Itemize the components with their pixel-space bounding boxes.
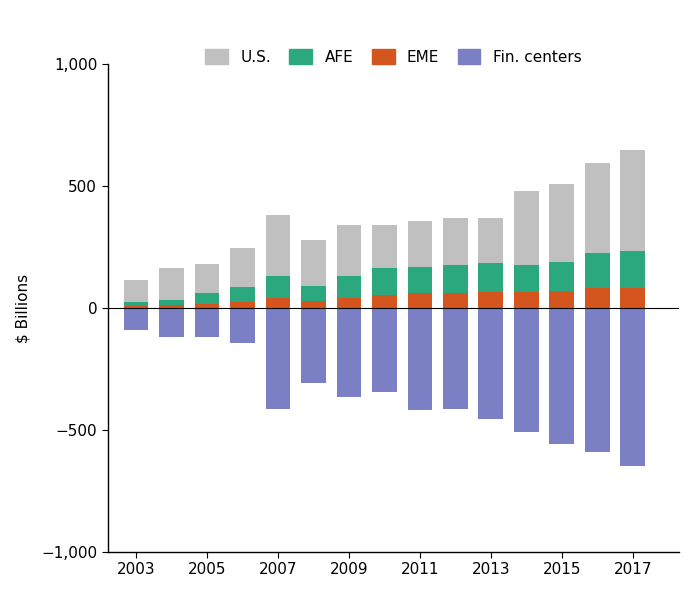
Bar <box>550 184 575 262</box>
Bar <box>301 301 326 308</box>
Bar <box>514 292 539 308</box>
Bar <box>585 163 610 253</box>
Bar <box>124 308 149 330</box>
Bar <box>266 215 290 276</box>
Bar <box>159 305 184 308</box>
Bar <box>159 308 184 337</box>
Bar <box>301 286 326 301</box>
Bar <box>194 304 219 308</box>
Bar <box>337 308 362 397</box>
Bar <box>372 225 397 268</box>
Bar <box>372 268 397 295</box>
Bar <box>585 253 610 288</box>
Bar <box>620 308 645 466</box>
Bar <box>620 288 645 308</box>
Bar <box>407 293 432 308</box>
Bar <box>514 265 539 292</box>
Bar <box>478 292 503 308</box>
Bar <box>194 293 219 304</box>
Bar <box>230 287 255 302</box>
Bar <box>620 150 645 250</box>
Legend: U.S., AFE, EME, Fin. centers: U.S., AFE, EME, Fin. centers <box>199 43 588 71</box>
Bar <box>159 300 184 305</box>
Bar <box>443 265 468 293</box>
Y-axis label: $ Billions: $ Billions <box>15 274 30 343</box>
Bar <box>407 221 432 266</box>
Bar <box>514 191 539 265</box>
Bar <box>585 308 610 452</box>
Bar <box>372 295 397 308</box>
Bar <box>301 240 326 286</box>
Bar <box>337 276 362 298</box>
Bar <box>266 298 290 308</box>
Bar <box>124 281 149 303</box>
Bar <box>550 262 575 291</box>
Bar <box>550 308 575 445</box>
Bar <box>301 308 326 384</box>
Bar <box>266 276 290 298</box>
Bar <box>124 303 149 306</box>
Bar <box>478 263 503 292</box>
Bar <box>337 225 362 276</box>
Bar <box>478 308 503 419</box>
Bar <box>514 308 539 432</box>
Bar <box>124 306 149 308</box>
Bar <box>550 291 575 308</box>
Bar <box>230 308 255 343</box>
Bar <box>230 248 255 287</box>
Bar <box>372 308 397 392</box>
Bar <box>230 302 255 308</box>
Bar <box>407 266 432 293</box>
Bar <box>194 308 219 337</box>
Bar <box>478 218 503 263</box>
Bar <box>443 218 468 265</box>
Bar <box>194 264 219 293</box>
Bar <box>407 308 432 410</box>
Bar <box>266 308 290 409</box>
Bar <box>337 298 362 308</box>
Bar <box>443 308 468 409</box>
Bar <box>443 293 468 308</box>
Bar <box>159 269 184 300</box>
Bar <box>620 250 645 288</box>
Bar <box>585 288 610 308</box>
